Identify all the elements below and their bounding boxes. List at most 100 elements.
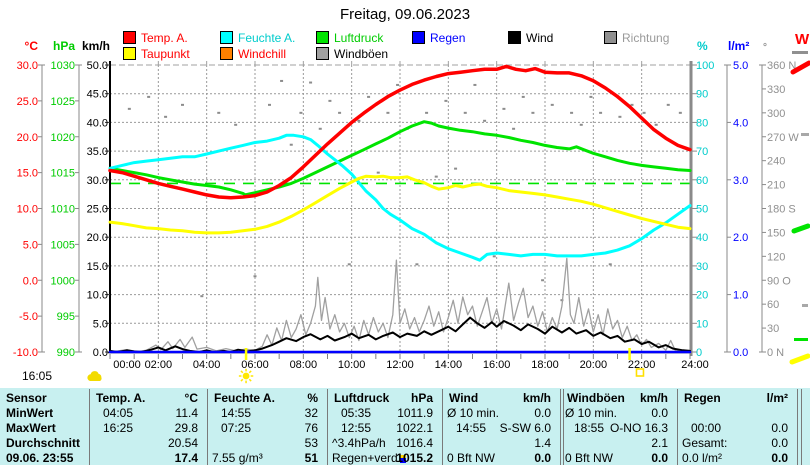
- table-header-unit: km/h: [522, 391, 551, 405]
- axis-tick-label: 60: [696, 175, 708, 187]
- legend-color-box: [508, 31, 521, 44]
- axis-tick-label: 2.0: [733, 232, 748, 244]
- direction-dot: [531, 111, 535, 114]
- table-cell-value: 0.0: [771, 451, 788, 465]
- axis-tick-label: 1000: [51, 275, 75, 287]
- direction-dot: [318, 127, 322, 130]
- table-cell-time: 14:55: [221, 406, 252, 420]
- legend-label: Feuchte A.: [238, 31, 296, 45]
- legend-item-luftdruck: Luftdruck: [316, 30, 383, 45]
- direction-dot: [454, 167, 458, 170]
- axis-tick-label: 270 W: [767, 132, 799, 144]
- edge-marker-green: [791, 223, 810, 234]
- table-cell-time: ^3.4hPa/h: [332, 436, 386, 450]
- legend-item-wind: Wind: [508, 30, 554, 45]
- axis-unit-header: km/h: [82, 39, 110, 53]
- axis-tick-label: 5.0: [23, 239, 38, 251]
- direction-dot: [589, 95, 593, 98]
- x-axis-label: 02:00: [145, 359, 173, 371]
- direction-dot: [338, 111, 342, 114]
- table-column-separator: [563, 389, 564, 465]
- table-cell-value: 11.4: [175, 406, 198, 420]
- direction-dot: [483, 119, 487, 122]
- axis-tick-label: 10: [696, 318, 708, 330]
- axis-tick-label: 15.0: [17, 168, 38, 180]
- axis-tick-label: 90: [696, 89, 708, 101]
- direction-dot: [386, 111, 390, 114]
- sun-ray: [240, 378, 244, 382]
- table-column-separator: [677, 389, 678, 465]
- table-row-label: MinWert: [6, 406, 54, 420]
- legend-label: Temp. A.: [141, 31, 188, 45]
- axis-tick-label: 30: [767, 323, 779, 335]
- direction-dot: [376, 171, 380, 174]
- direction-dot: [579, 123, 583, 126]
- table-cell-time: 18:55: [574, 421, 605, 435]
- axis-tick-label: 0: [696, 347, 702, 359]
- x-axis-label: 14:00: [435, 359, 463, 371]
- direction-dot: [415, 263, 419, 266]
- table-cell-time: Gesamt:: [682, 436, 728, 450]
- axis-tick-label: 5.0: [733, 60, 748, 72]
- legend-label: Regen: [430, 31, 466, 45]
- axis-tick-label: 20: [696, 290, 708, 302]
- x-axis-label: 12:00: [386, 359, 414, 371]
- edge-marker-dash: [801, 133, 809, 136]
- table-header-unit: %: [307, 391, 318, 405]
- table-cell-value: 76: [304, 421, 318, 435]
- legend-label: Richtung: [622, 31, 670, 45]
- direction-dot: [541, 279, 545, 282]
- direction-dot: [599, 111, 603, 114]
- axis-tick-label: 40.0: [87, 117, 108, 129]
- table-cell-time: 0.0 l/m²: [682, 451, 723, 465]
- table-cell-value: S-SW 6.0: [499, 421, 551, 435]
- table-header-unit: l/m²: [766, 391, 788, 405]
- direction-dot: [289, 143, 293, 146]
- axis-tick-label: 50: [696, 204, 708, 216]
- legend-color-box: [220, 31, 233, 44]
- legend-color-box: [316, 31, 329, 44]
- rain-evaporation-icon: [399, 455, 406, 463]
- x-axis-label: 04:00: [193, 359, 221, 371]
- table-cell-time: 05:35: [341, 406, 372, 420]
- axis-tick-label: 210: [767, 180, 785, 192]
- watermark-w: W: [795, 31, 810, 48]
- axis-tick-label: 45.0: [87, 89, 108, 101]
- axis-tick-label: 35.0: [87, 146, 108, 158]
- page-title: Freitag, 09.06.2023: [339, 6, 471, 23]
- x-axis-label: 08:00: [290, 359, 318, 371]
- direction-dot: [434, 175, 438, 178]
- edge-marker-red-arrow: [790, 60, 810, 75]
- weather-chart: 30.025.020.015.010.05.00.0-5.0-10.010301…: [13, 31, 810, 384]
- legend-label: Wind: [526, 31, 554, 45]
- table-cell-value: 51: [304, 451, 318, 465]
- table-cell-value: 0.0: [534, 406, 551, 420]
- axis-tick-label: 1025: [51, 96, 75, 108]
- x-axis-label: 22:00: [628, 359, 656, 371]
- axis-tick-label: 360 N: [767, 60, 796, 72]
- axis-tick-label: 30.0: [87, 175, 108, 187]
- sun-ray: [248, 370, 252, 374]
- table-cell-value: 17.4: [174, 451, 198, 465]
- legend-item-windb-en: Windböen: [316, 46, 388, 61]
- table-cell-value: 0.0: [771, 421, 788, 435]
- axis-tick-label: 990: [57, 347, 75, 359]
- direction-dot: [608, 263, 612, 266]
- axis-unit-header: °C: [25, 39, 39, 53]
- table-cell-time: 0 Bft NW: [447, 451, 496, 465]
- direction-dot: [127, 107, 131, 110]
- legend-color-box: [123, 47, 136, 60]
- table-header-windb-en: Windböen: [567, 391, 625, 405]
- sun-core: [242, 372, 250, 380]
- direction-dot: [654, 123, 658, 126]
- axis-tick-label: 0.0: [23, 275, 38, 287]
- x-axis-label: 00:00: [113, 359, 141, 371]
- x-axis-label: 06:00: [241, 359, 269, 371]
- table-cell-time: 07:25: [221, 421, 252, 435]
- direction-dot: [492, 255, 496, 258]
- axis-tick-label: 120: [767, 251, 785, 263]
- series-windb-en: [109, 257, 691, 353]
- legend-label: Windchill: [238, 47, 287, 61]
- axis-tick-label: 25.0: [87, 204, 108, 216]
- table-cell-value: 1.4: [534, 436, 551, 450]
